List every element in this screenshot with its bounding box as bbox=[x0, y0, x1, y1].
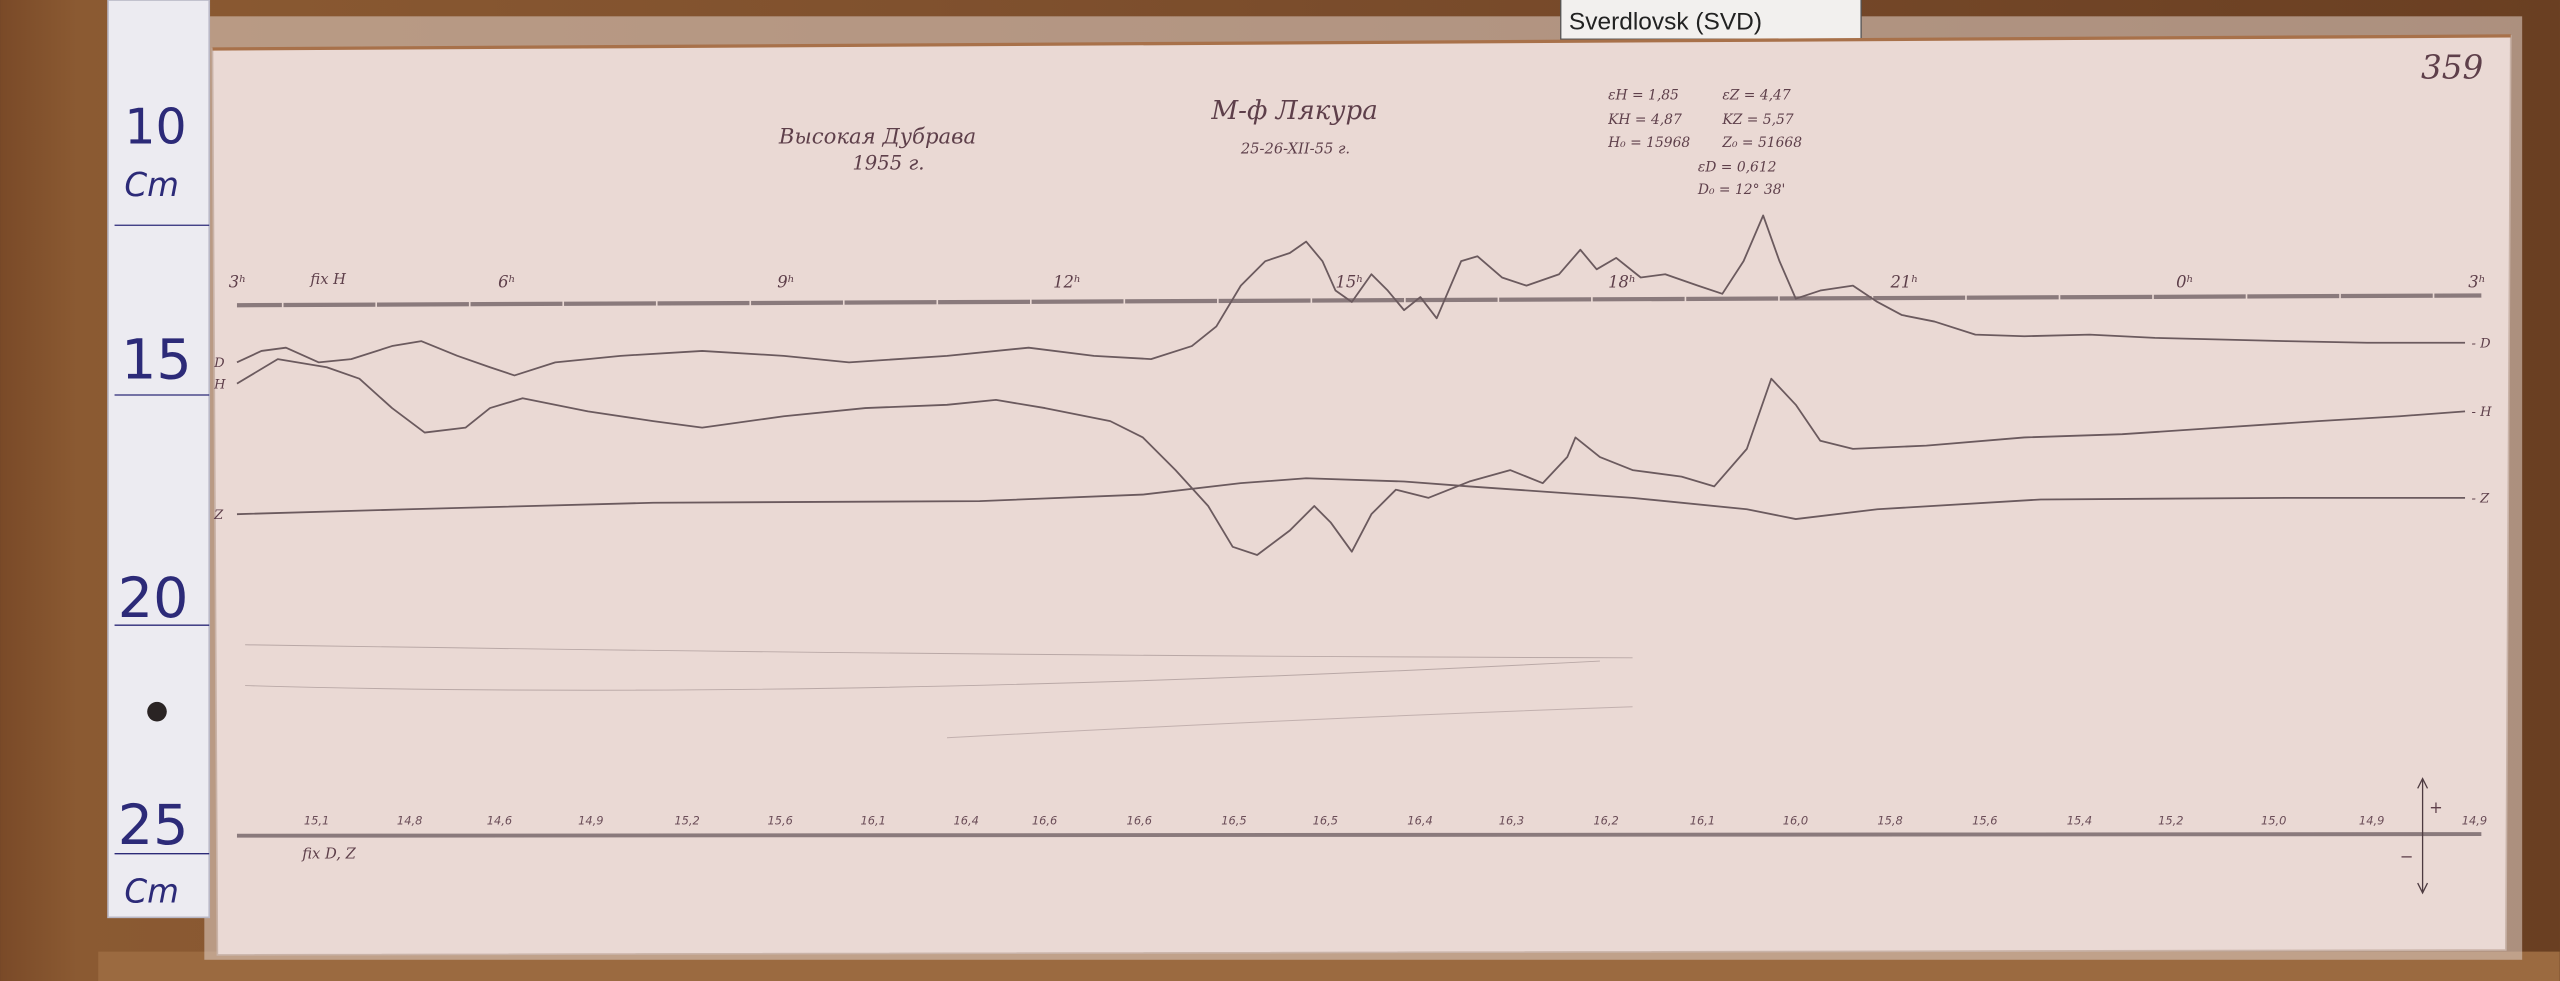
baseline-label: 16,5 bbox=[1221, 813, 1246, 827]
time-label: 18ʰ bbox=[1608, 272, 1636, 291]
ruler-pin bbox=[147, 701, 167, 722]
pencil-mark bbox=[245, 644, 1633, 659]
time-mark-line bbox=[236, 292, 2482, 309]
time-label: 3ʰ bbox=[2468, 272, 2485, 291]
trace-label-left: D bbox=[213, 356, 225, 371]
baseline-label: 14,9 bbox=[2359, 813, 2384, 827]
baseline-label: 14,9 bbox=[2462, 813, 2487, 827]
trace-label-left: H bbox=[213, 377, 226, 392]
ruler-label-cm: Cm bbox=[124, 166, 179, 204]
baseline-label: 16,4 bbox=[1407, 813, 1432, 827]
operator-signature: М-ф Лякура bbox=[1210, 96, 1377, 126]
ruler-label-25: 25 bbox=[118, 793, 189, 858]
param-eps-d: εD = 0,612 bbox=[1698, 159, 1777, 175]
baseline-label: 16,1 bbox=[861, 813, 886, 827]
baseline-label: 15,2 bbox=[2158, 813, 2183, 827]
param-k-h: KH = 4,87 bbox=[1607, 112, 1682, 128]
param-d0: D₀ = 12° 38' bbox=[1697, 182, 1786, 198]
time-label: 12ʰ bbox=[1053, 272, 1081, 291]
param-eps-h: εH = 1,85 bbox=[1608, 88, 1679, 104]
time-line bbox=[236, 293, 2482, 308]
cm-ruler: 10 Cm 15 20 25 Cm bbox=[107, 0, 211, 919]
traces bbox=[236, 214, 2466, 556]
baseline-label: 16,2 bbox=[1593, 813, 1618, 827]
fix-dz-annotation: fix D, Z bbox=[301, 846, 356, 863]
param-h0: H₀ = 15968 bbox=[1607, 135, 1690, 151]
trace-d bbox=[236, 214, 2466, 377]
ruler-label-cm-bottom: Cm bbox=[124, 873, 179, 911]
trace-z bbox=[236, 477, 2466, 520]
baseline-label: 15,0 bbox=[2261, 813, 2286, 827]
baseline-label: 16,6 bbox=[1127, 813, 1152, 827]
polarity-arrow: + − bbox=[2400, 777, 2443, 895]
pencil-mark bbox=[245, 660, 1600, 691]
record-date: 25-26-XII-55 г. bbox=[1240, 140, 1350, 157]
time-label: 6ʰ bbox=[498, 272, 515, 291]
baseline-label: 16,0 bbox=[1783, 813, 1808, 827]
baseline-line bbox=[236, 832, 2482, 838]
baseline-labels: 15,1 14,8 14,6 14,9 15,2 15,6 16,1 16,4 16,6 16,6… bbox=[304, 813, 2487, 827]
ruler-label-10: 10 bbox=[124, 99, 186, 156]
scale-parameters: εH = 1,85 εZ = 4,47 KH = 4,87 KZ = 5,57 … bbox=[1607, 88, 1802, 199]
param-k-z: KZ = 5,57 bbox=[1721, 112, 1793, 128]
ruler-label-20: 20 bbox=[118, 566, 189, 631]
baseline-label: 14,6 bbox=[487, 813, 512, 827]
time-label: 0ʰ bbox=[2176, 272, 2193, 291]
trace-labels: D - D H - H Z - Z bbox=[213, 337, 2492, 523]
baseline-label: 16,4 bbox=[954, 813, 979, 827]
time-labels: 3ʰ 6ʰ 9ʰ 12ʰ 15ʰ 18ʰ 21ʰ 0ʰ 3ʰ bbox=[229, 272, 2486, 291]
trace-label-right: - Z bbox=[2472, 492, 2491, 507]
year-label: 1955 г. bbox=[852, 152, 924, 175]
ruler-label-15: 15 bbox=[121, 328, 192, 393]
time-label: 9ʰ bbox=[777, 272, 794, 291]
baseline-label: 16,3 bbox=[1499, 813, 1524, 827]
baseline bbox=[236, 832, 2482, 838]
trace-h bbox=[236, 358, 2466, 556]
time-label: 21ʰ bbox=[1889, 272, 1918, 291]
baseline-label: 16,6 bbox=[1032, 813, 1057, 827]
param-eps-z: εZ = 4,47 bbox=[1722, 88, 1791, 104]
plus-sign: + bbox=[2429, 798, 2443, 817]
baseline-label: 16,1 bbox=[1690, 813, 1715, 827]
observatory-name: Высокая Дубрава bbox=[778, 125, 976, 150]
minus-sign: − bbox=[2400, 847, 2414, 866]
station-tag: Sverdlovsk (SVD) bbox=[1560, 0, 1862, 40]
trace-label-right: - H bbox=[2472, 405, 2493, 420]
sheet-number: 359 bbox=[2421, 48, 2483, 86]
pencil-mark bbox=[946, 706, 1633, 739]
baseline-label: 15,8 bbox=[1877, 813, 1902, 827]
trace-label-left: Z bbox=[213, 508, 224, 523]
baseline-label: 15,1 bbox=[304, 813, 329, 827]
fix-h-annotation: fix H bbox=[309, 271, 347, 288]
trace-label-right: - D bbox=[2472, 337, 2492, 352]
station-label: Sverdlovsk (SVD) bbox=[1569, 8, 1762, 35]
baseline-label: 15,6 bbox=[767, 813, 792, 827]
baseline-label: 14,9 bbox=[578, 813, 603, 827]
baseline-label: 15,4 bbox=[2067, 813, 2092, 827]
baseline-label: 16,5 bbox=[1313, 813, 1338, 827]
time-label: 15ʰ bbox=[1335, 272, 1363, 291]
baseline-label: 15,2 bbox=[674, 813, 699, 827]
param-z0: Z₀ = 51668 bbox=[1721, 135, 1802, 151]
baseline-label: 15,6 bbox=[1972, 813, 1997, 827]
time-label: 3ʰ bbox=[229, 272, 246, 291]
baseline-label: 14,8 bbox=[397, 813, 422, 827]
